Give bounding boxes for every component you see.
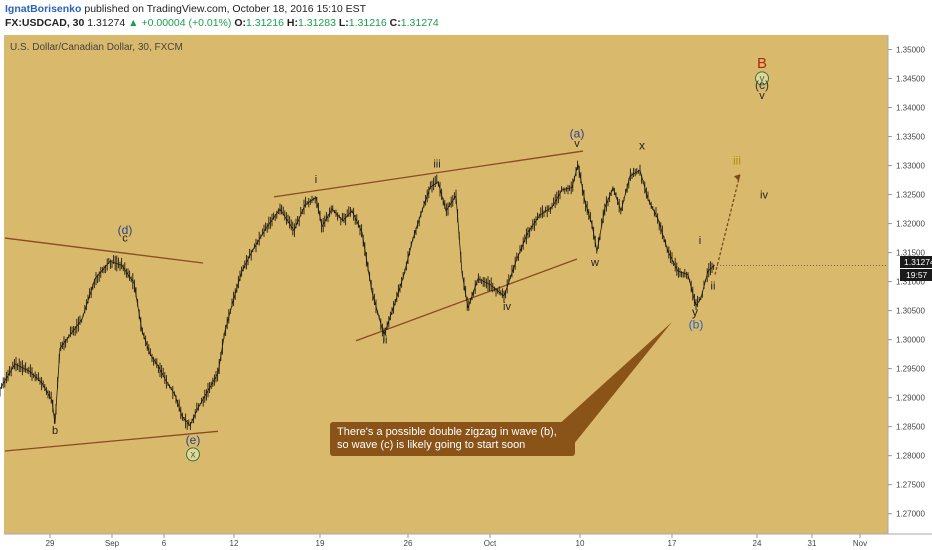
open-value: 1.31216 <box>245 17 284 29</box>
x-tick-label: 10 <box>576 539 585 548</box>
wave-label: v <box>759 90 765 102</box>
last-price: 1.31274 <box>87 17 126 29</box>
x-tick-label: 19 <box>316 539 325 548</box>
y-tick-label: 1.31500 <box>896 249 925 258</box>
y-tick-label: 1.33500 <box>896 133 925 142</box>
low-value: 1.31216 <box>348 17 387 29</box>
current-price-value: 1.31274 <box>904 257 932 267</box>
trend-line <box>4 237 204 264</box>
x-tick-label: 6 <box>162 539 167 548</box>
y-tick-label: 1.34500 <box>896 75 925 84</box>
close-value: 1.31274 <box>400 17 439 29</box>
price-series <box>0 160 888 430</box>
wave-label: ii <box>711 281 716 293</box>
y-tick-label: 1.30000 <box>896 336 925 345</box>
callout-line2: so wave (c) is likely going to start soo… <box>337 439 525 451</box>
wave-label: B <box>757 55 767 72</box>
y-tick-label: 1.27000 <box>896 510 925 519</box>
y-axis-ticks: 1.35000 1.34500 1.34000 1.33500 1.33000 1.325… <box>888 46 925 519</box>
symbol-label: FX:USDCAD, 30 <box>5 17 85 29</box>
high-label: H: <box>286 17 298 29</box>
x-tick-label: 26 <box>404 539 413 548</box>
wave-label: c <box>122 233 128 245</box>
wave-label: v <box>574 138 580 150</box>
wave-label: iv <box>503 301 511 313</box>
high-value: 1.31283 <box>297 17 336 29</box>
low-label: L: <box>338 17 349 29</box>
y-tick-label: 1.32500 <box>896 191 925 200</box>
close-label: C: <box>389 17 401 29</box>
publish-line: IgnatBorisenko published on TradingView.… <box>5 3 366 15</box>
current-price-badge <box>900 256 932 268</box>
y-tick-label: 1.29500 <box>896 365 925 374</box>
wave-label: (b) <box>689 318 704 332</box>
y-tick-label: 1.27500 <box>896 481 925 490</box>
published-text: published on TradingView.com, October 18… <box>84 3 367 15</box>
wave-label: (e) <box>186 433 201 447</box>
y-tick-label: 1.30500 <box>896 307 925 316</box>
chart-header: IgnatBorisenko published on TradingView.… <box>0 0 932 32</box>
x-tick-label: 12 <box>230 539 239 548</box>
countdown-value: 19:57 <box>906 270 928 280</box>
y-tick-label: 1.28500 <box>896 423 925 432</box>
y-tick-label: 1.32000 <box>896 220 925 229</box>
callout-box <box>330 422 575 456</box>
wave-label: b <box>52 425 58 437</box>
x-tick-label: Nov <box>853 539 867 548</box>
price-chart[interactable]: U.S. Dollar/Canadian Dollar, 30, FXCM 1.… <box>0 32 932 550</box>
y-tick-label: 1.34000 <box>896 104 925 113</box>
projection-arrowhead <box>734 174 740 182</box>
author-link[interactable]: IgnatBorisenko <box>5 3 82 15</box>
trend-line <box>273 150 584 198</box>
x-tick-label: Oct <box>484 539 497 548</box>
countdown-badge <box>900 269 932 281</box>
wave-label: x <box>639 138 645 152</box>
y-tick-label: 1.28000 <box>896 452 925 461</box>
wave-label: x <box>191 449 196 460</box>
wave-label: i <box>699 235 701 247</box>
wave-label: y <box>760 73 765 84</box>
x-tick-label: 31 <box>808 539 817 548</box>
x-axis-ticks: 29 Sep 6 12 19 26 Oct 10 17 24 31 Nov <box>46 534 867 548</box>
plot-area <box>4 35 888 534</box>
wave-label: iii <box>733 153 741 167</box>
y-tick-label: 1.31000 <box>896 278 925 287</box>
wave-label: (c) <box>755 78 769 92</box>
trend-lines <box>4 150 741 452</box>
chart-title: U.S. Dollar/Canadian Dollar, 30, FXCM <box>10 42 183 53</box>
wave-label: ii <box>383 335 388 347</box>
wave-label-circle <box>186 447 200 462</box>
x-tick-label: 17 <box>668 539 677 548</box>
wave-label: iv <box>760 190 768 202</box>
trend-line <box>4 430 219 452</box>
wave-label: (a) <box>570 127 585 141</box>
callout-line1: There's a possible double zigzag in wave… <box>337 426 557 438</box>
price-change: ▲ +0.00004 (+0.01%) <box>128 17 232 29</box>
annotation-callout: There's a possible double zigzag in wave… <box>330 322 672 456</box>
symbol-line: FX:USDCAD, 30 1.31274 ▲ +0.00004 (+0.01%… <box>5 17 439 29</box>
x-tick-label: Sep <box>105 539 120 548</box>
x-tick-label: 24 <box>753 539 762 548</box>
price-line <box>0 164 715 427</box>
callout-pointer <box>525 322 672 455</box>
y-tick-label: 1.33000 <box>896 162 925 171</box>
price-axis[interactable] <box>888 35 932 534</box>
x-tick-label: 29 <box>46 539 55 548</box>
wave-label: y <box>692 305 698 319</box>
wave-label: w <box>590 257 599 269</box>
wave-label: i <box>315 174 317 186</box>
y-tick-label: 1.35000 <box>896 46 925 55</box>
projection-arrow <box>714 174 741 275</box>
wave-label: iii <box>433 158 440 170</box>
price-badges: 1.31274 19:57 <box>900 256 932 281</box>
open-label: O: <box>234 17 246 29</box>
wave-label: (d) <box>118 223 133 237</box>
wave-label-circle <box>755 71 769 86</box>
y-tick-label: 1.29000 <box>896 394 925 403</box>
